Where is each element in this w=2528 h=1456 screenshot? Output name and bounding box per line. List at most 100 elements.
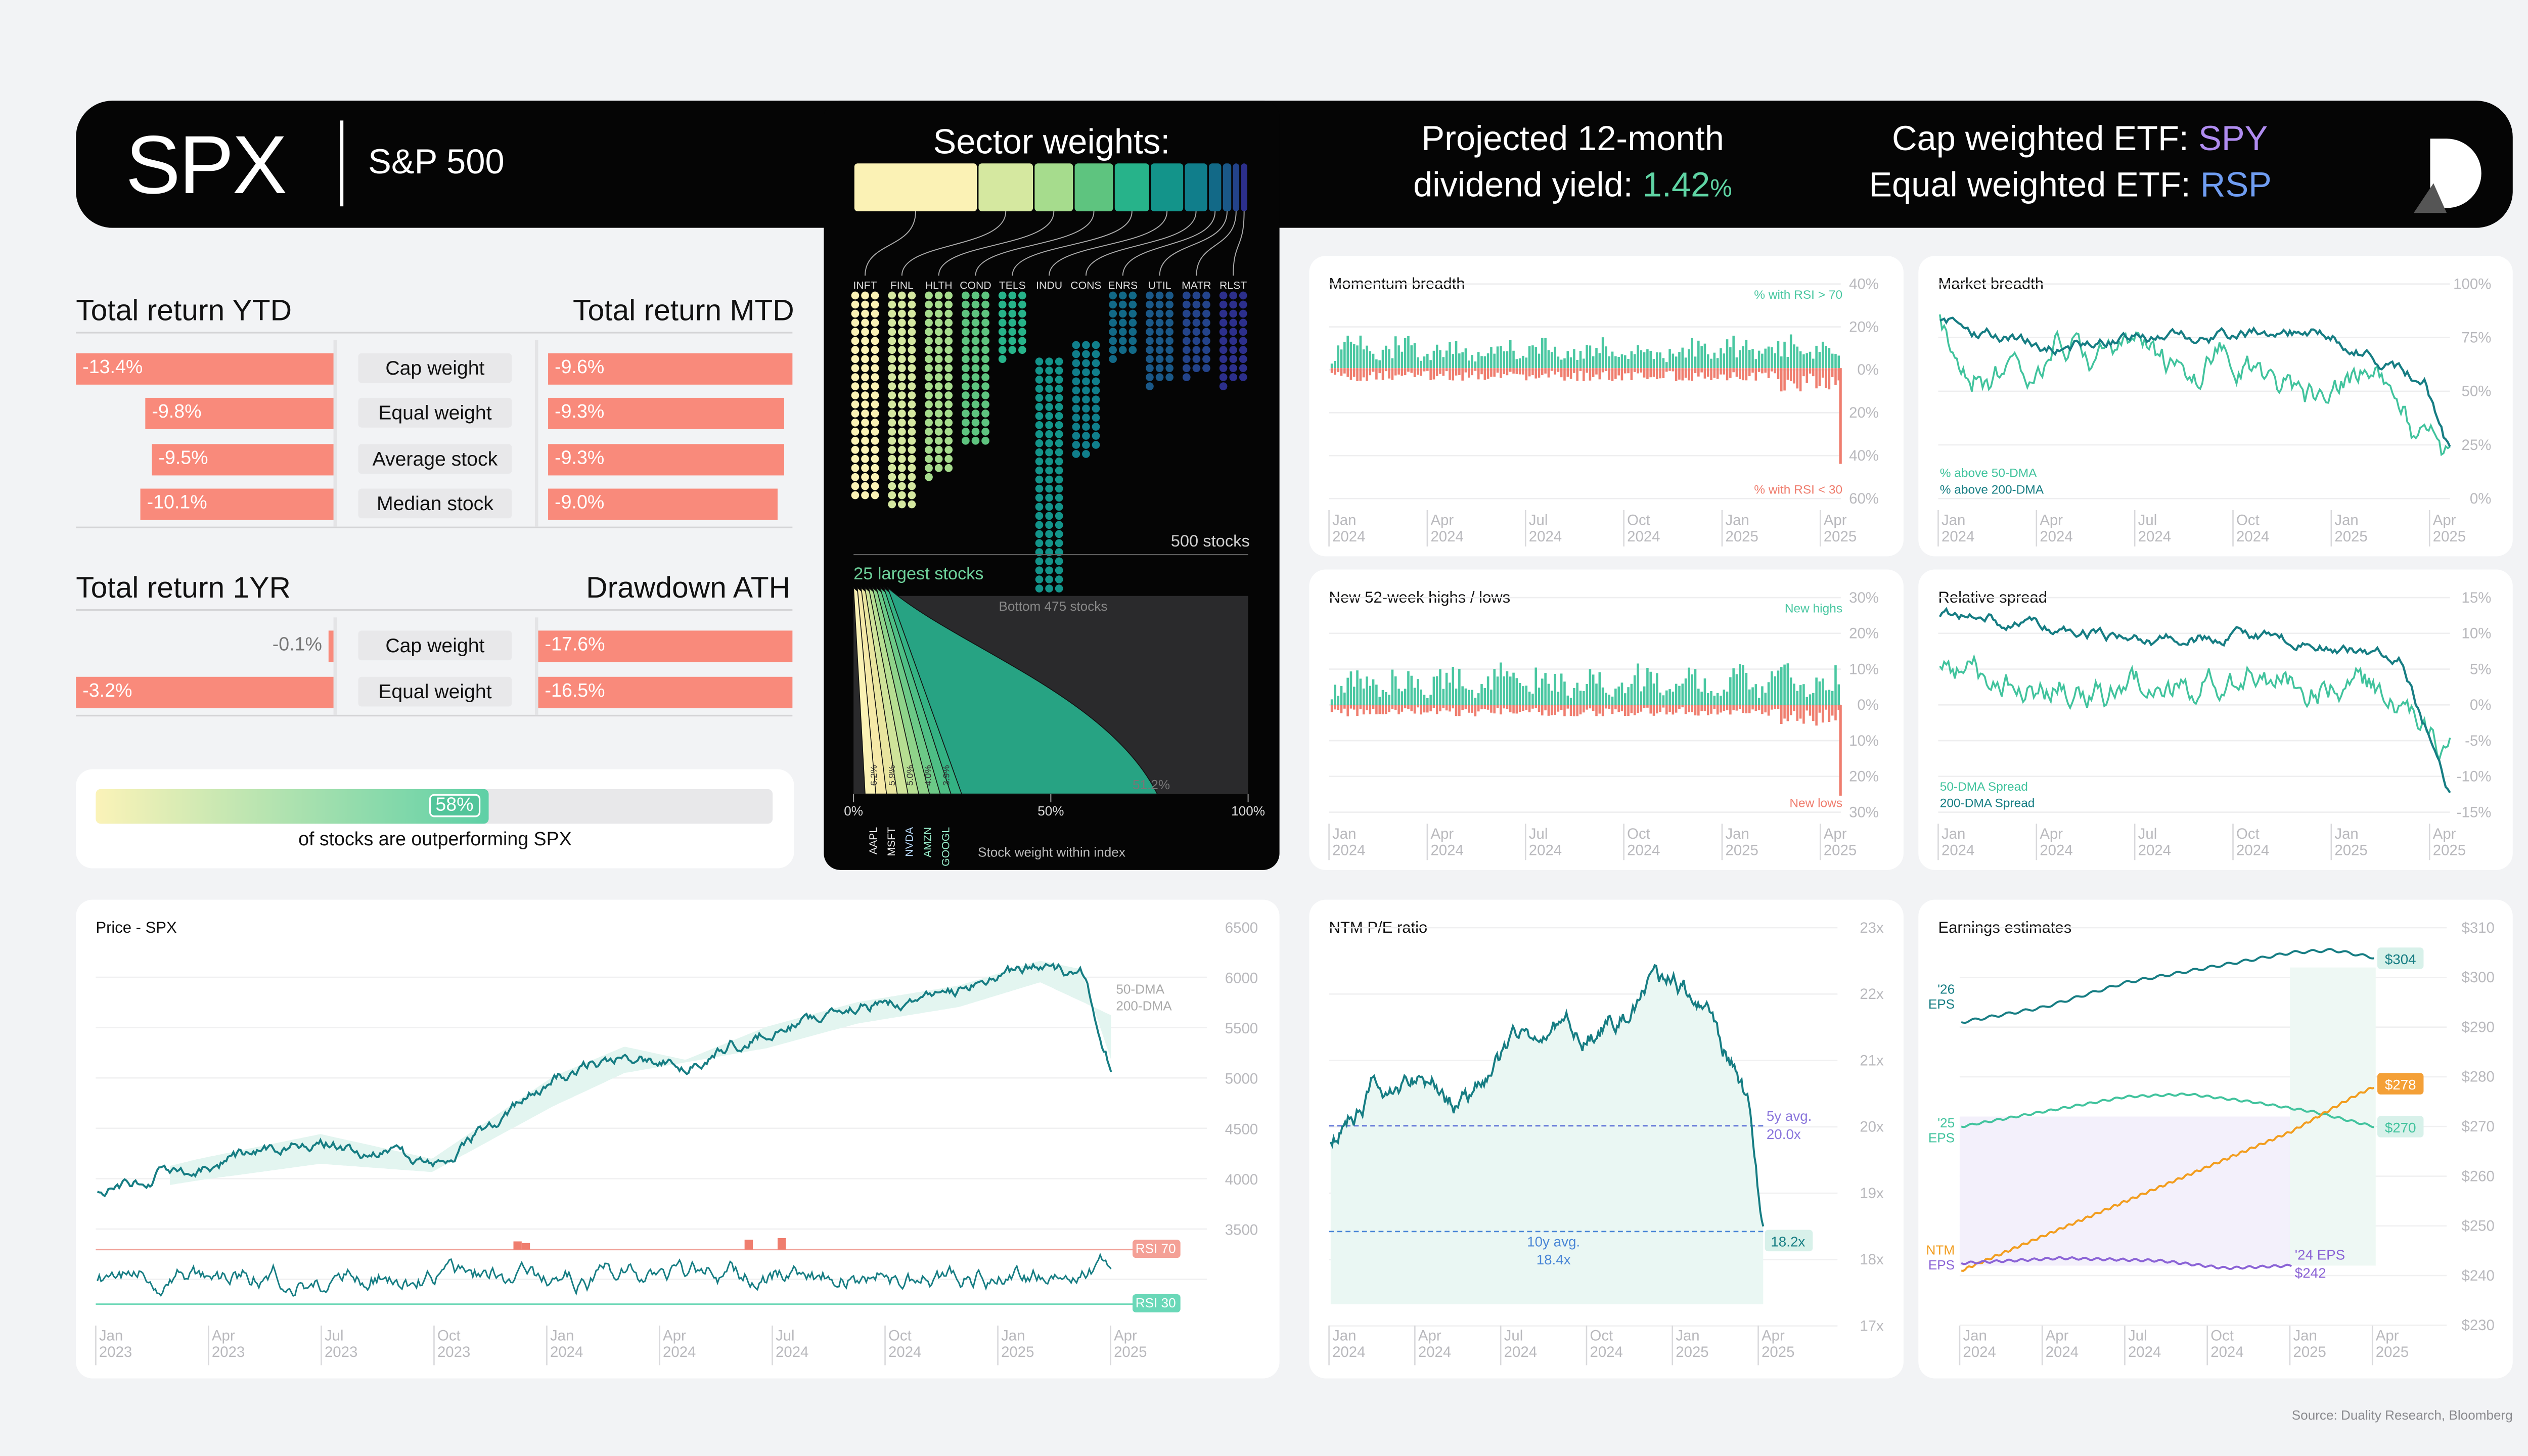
down-bar bbox=[1490, 368, 1493, 377]
stock-dot bbox=[897, 300, 906, 309]
stock-dot bbox=[1082, 341, 1090, 349]
stock-dot bbox=[1045, 430, 1053, 438]
stock-dot bbox=[1055, 539, 1063, 548]
stock-dot bbox=[971, 419, 980, 427]
stock-dot bbox=[971, 337, 980, 345]
up-bar bbox=[1330, 699, 1333, 705]
stock-dot bbox=[962, 364, 970, 372]
stock-dot bbox=[1155, 337, 1164, 345]
stock-dot bbox=[962, 318, 970, 327]
stock-dot bbox=[1155, 364, 1164, 372]
stock-dot bbox=[925, 400, 933, 408]
down-bar bbox=[1417, 368, 1419, 375]
up-bar bbox=[1623, 693, 1627, 705]
x-tick-year: 2025 bbox=[1725, 842, 1758, 858]
up-bar bbox=[1467, 360, 1470, 369]
up-bar bbox=[1688, 349, 1690, 369]
stock-dot bbox=[971, 382, 980, 390]
stock-dot bbox=[1146, 300, 1154, 309]
up-bar bbox=[1426, 353, 1429, 369]
stock-dot bbox=[897, 464, 906, 472]
x-tick-month: Apr bbox=[1824, 826, 1847, 842]
stock-ticker: AMZN bbox=[922, 827, 934, 857]
x-tick-year: 2023 bbox=[212, 1344, 245, 1360]
rsi70-label: RSI 70 bbox=[1136, 1241, 1176, 1256]
down-bar bbox=[1452, 368, 1455, 381]
down-bar bbox=[1397, 368, 1400, 375]
stock-dot bbox=[861, 482, 869, 490]
up-bar bbox=[1614, 356, 1617, 369]
down-bar bbox=[1821, 368, 1824, 378]
stock-dot bbox=[1055, 357, 1063, 366]
stock-dot bbox=[1055, 367, 1063, 375]
down-bar bbox=[1410, 368, 1413, 373]
up-bar bbox=[1623, 355, 1627, 369]
stock-dot bbox=[1055, 530, 1063, 538]
sector-weight-block bbox=[1151, 163, 1184, 211]
down-bar bbox=[1675, 368, 1678, 381]
down-bar bbox=[1372, 705, 1375, 709]
stock-dot bbox=[1008, 300, 1017, 309]
up-bar bbox=[1560, 359, 1563, 369]
down-bar bbox=[1637, 705, 1639, 713]
dma50-label: 50-DMA bbox=[1116, 982, 1164, 997]
x-tick-label: 0% bbox=[844, 803, 863, 818]
up-bar bbox=[1417, 679, 1419, 705]
stock-dot bbox=[851, 391, 860, 399]
up-bar bbox=[1748, 349, 1751, 369]
up-bar bbox=[1742, 346, 1744, 369]
stock-weight: 6.2% bbox=[869, 765, 879, 786]
down-bar bbox=[1652, 368, 1655, 377]
x-tick-year: 2025 bbox=[1114, 1344, 1147, 1360]
up-bar bbox=[1518, 682, 1521, 705]
ytd-bar-average: -9.5% bbox=[152, 444, 334, 476]
x-tick-year: 2024 bbox=[888, 1344, 921, 1360]
up-bar bbox=[1821, 678, 1824, 705]
down-bar bbox=[1566, 705, 1569, 709]
down-bar bbox=[1688, 368, 1690, 381]
stock-dot bbox=[934, 328, 943, 336]
sector-connector bbox=[1196, 211, 1237, 276]
stock-dot bbox=[934, 445, 943, 454]
stock-dot bbox=[851, 473, 860, 481]
sector-weight-block bbox=[1241, 163, 1247, 211]
up-bar bbox=[1802, 684, 1805, 705]
down-bar bbox=[1720, 368, 1722, 375]
stock-dot bbox=[851, 300, 860, 309]
stock-dot bbox=[962, 309, 970, 318]
stock-dot bbox=[1018, 309, 1026, 318]
up-bar bbox=[1449, 342, 1451, 369]
stock-dot bbox=[897, 473, 906, 481]
down-bar bbox=[1739, 705, 1741, 709]
down-bar bbox=[1627, 368, 1630, 374]
down-bar bbox=[1522, 368, 1524, 375]
stock-dot bbox=[1082, 423, 1090, 431]
sector-weight-block bbox=[1208, 163, 1222, 211]
up-bar bbox=[1793, 684, 1795, 705]
y-tick-label: $300 bbox=[2462, 969, 2495, 986]
stock-dot bbox=[1045, 457, 1053, 466]
up-bar bbox=[1385, 692, 1387, 705]
up-bar bbox=[1525, 357, 1528, 369]
up-bar bbox=[1837, 684, 1840, 705]
up-bar bbox=[1793, 344, 1795, 369]
stock-dot bbox=[1035, 503, 1044, 511]
stock-dot bbox=[1082, 395, 1090, 404]
down-bar bbox=[1694, 368, 1697, 374]
down-bar bbox=[1601, 705, 1604, 716]
down-bar bbox=[1467, 705, 1470, 713]
down-bar bbox=[1356, 705, 1359, 716]
up-bar bbox=[1668, 689, 1671, 705]
down-bar bbox=[1474, 368, 1477, 371]
stock-dot bbox=[1165, 337, 1173, 345]
stock-dot bbox=[925, 355, 933, 363]
down-bar bbox=[1818, 705, 1821, 713]
stock-dot bbox=[1035, 512, 1044, 520]
rsi-overbought bbox=[744, 1240, 753, 1250]
down-bar bbox=[1509, 368, 1512, 372]
down-bar bbox=[1627, 705, 1630, 716]
up-bar bbox=[1678, 686, 1681, 705]
up-bar bbox=[1662, 695, 1665, 705]
up-bar bbox=[1675, 684, 1678, 705]
pe-panel: NTM P/E ratio 23x 22x 21x 20x 19x 18x 17x 5y avg… bbox=[1309, 899, 1904, 1379]
